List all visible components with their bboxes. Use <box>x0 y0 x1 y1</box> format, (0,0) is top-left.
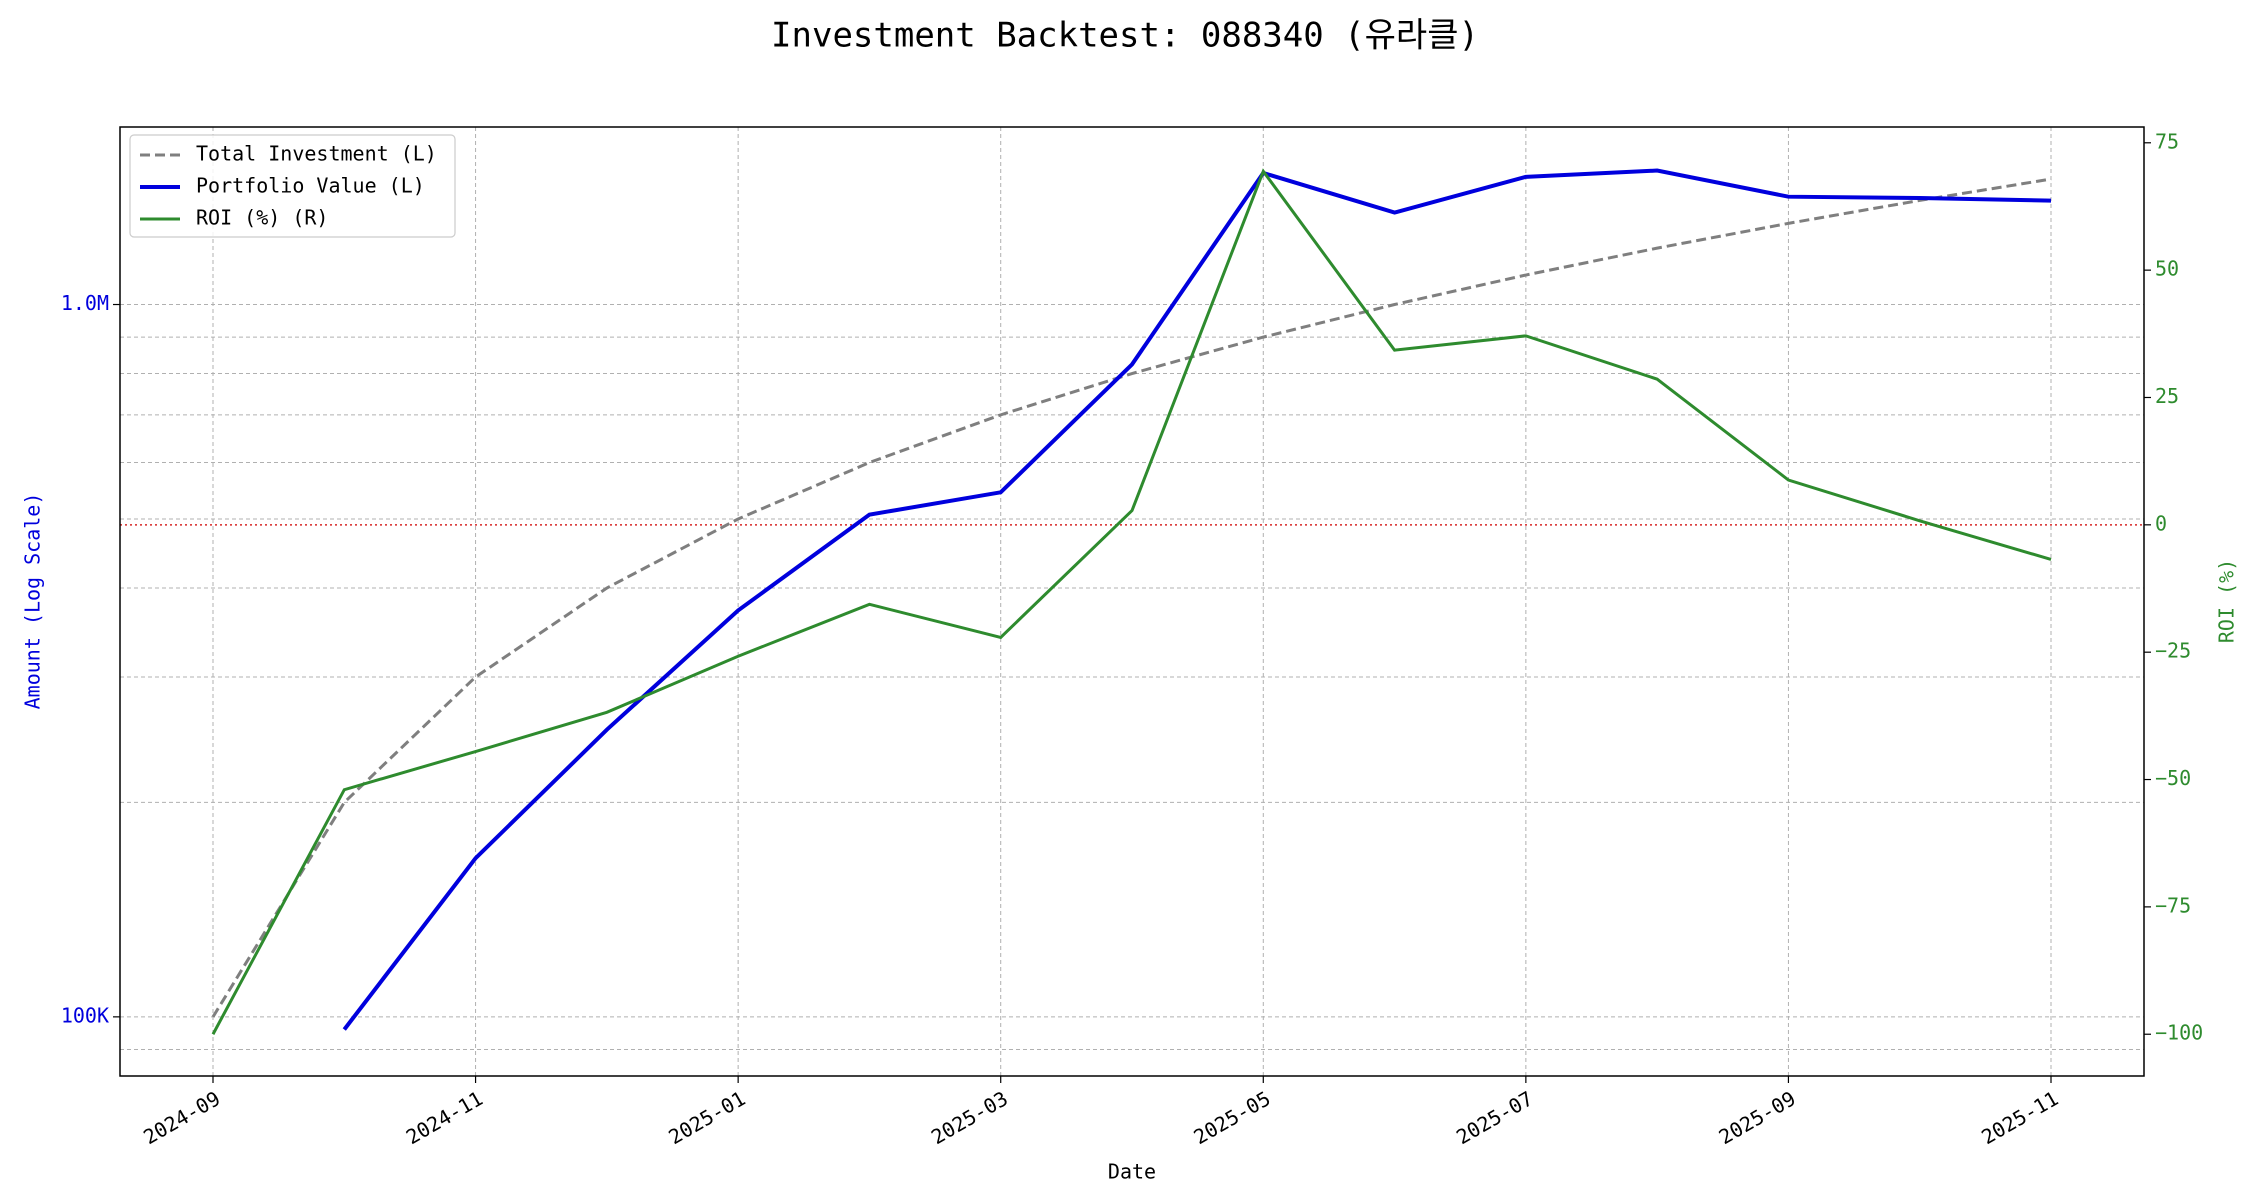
series-line <box>211 177 2052 1018</box>
legend-label: Total Investment (L) <box>196 142 437 166</box>
y2-tick-label: 0 <box>2155 511 2167 535</box>
series-line <box>342 168 2052 1031</box>
plot-frame <box>119 126 2145 1077</box>
y2-tick-label: −100 <box>2155 1021 2203 1045</box>
y-tick-label: 100K <box>61 1003 109 1027</box>
y-tick-label: 1.0M <box>61 291 109 315</box>
legend-label: Portfolio Value (L) <box>196 174 425 198</box>
y2-tick-label: −75 <box>2155 893 2191 917</box>
y2-tick-label: 75 <box>2155 129 2179 153</box>
series-line <box>211 168 2052 1035</box>
y2-tick-label: −25 <box>2155 639 2191 663</box>
chart-title: Investment Backtest: 088340 (유라클) <box>771 16 1479 56</box>
x-axis-label: Date <box>1108 1160 1156 1184</box>
legend-box <box>129 134 456 238</box>
y2-tick-label: 50 <box>2155 257 2179 281</box>
y-axis-label: Amount (Log Scale) <box>21 493 45 710</box>
legend-label: ROI (%) (R) <box>196 206 328 230</box>
y2-axis-label: ROI (%) <box>2215 559 2239 643</box>
y2-tick-label: 25 <box>2155 384 2179 408</box>
y2-tick-label: −50 <box>2155 766 2191 790</box>
